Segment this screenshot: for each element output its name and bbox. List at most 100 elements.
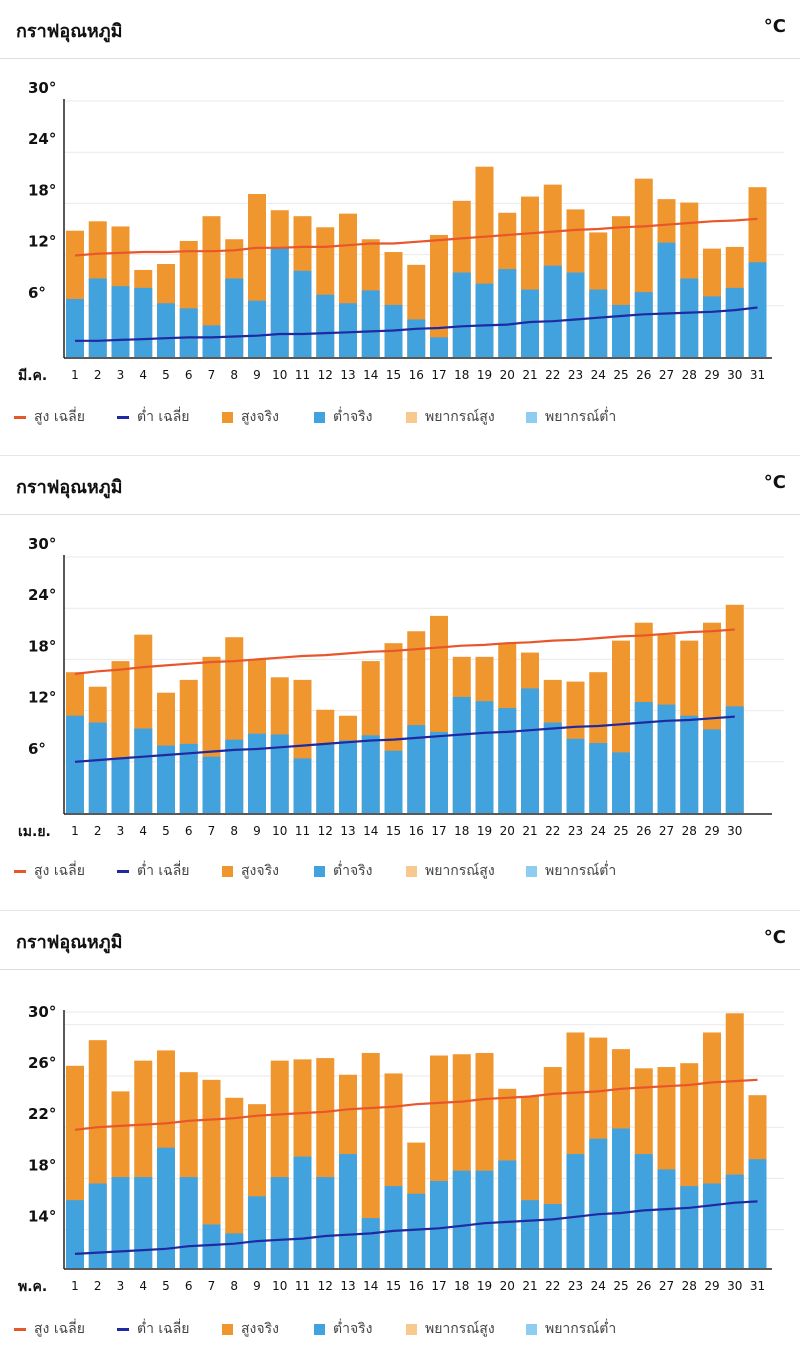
low-actual-bar [66, 715, 84, 813]
legend-high-forecast[interactable]: พยากรณ์สูง [406, 1318, 495, 1340]
x-tick-label: 30 [727, 1279, 742, 1293]
low-actual-bar [293, 270, 312, 357]
x-tick-label: 8 [230, 824, 238, 838]
x-tick-label: 23 [568, 368, 583, 382]
low-actual-bar [703, 729, 721, 813]
x-tick-label: 29 [704, 1279, 719, 1293]
panel-title: กราฟอุณหภูมิ [16, 21, 123, 42]
low-actual-bar [407, 1193, 426, 1268]
low-actual-bar [157, 745, 175, 813]
legend-label: ต่ำ เฉลี่ย [137, 409, 190, 425]
legend-label: ต่ำ เฉลี่ย [137, 863, 190, 879]
legend-low-forecast[interactable]: พยากรณ์ต่ำ [526, 406, 616, 428]
low-actual-bar [589, 1138, 608, 1268]
legend-low-actual[interactable]: ต่ำจริง [314, 860, 373, 882]
low-actual-bar [88, 722, 107, 813]
legend-high-forecast[interactable]: พยากรณ์สูง [406, 860, 495, 882]
legend-low-avg[interactable]: ต่ำ เฉลี่ย [117, 406, 190, 428]
low-actual-bar [134, 1177, 153, 1268]
low-actual-bar [521, 1200, 539, 1268]
y-tick-label: 22° [28, 1105, 56, 1123]
low-actual-bar [543, 722, 562, 813]
y-tick-label: 24° [28, 130, 56, 148]
low-actual-bar [134, 287, 153, 357]
low-actual-bar [521, 688, 539, 813]
legend-high-avg[interactable]: สูง เฉลี่ย [14, 860, 85, 882]
low-actual-bar [703, 1183, 721, 1268]
x-tick-label: 1 [71, 1279, 79, 1293]
legend-high-avg[interactable]: สูง เฉลี่ย [14, 1318, 85, 1340]
low-actual-bar [316, 1177, 335, 1268]
x-tick-label: 14 [363, 1279, 378, 1293]
low-actual-bar [430, 1180, 448, 1268]
low-actual-bar [430, 731, 448, 813]
panel-title: กราฟอุณหภูมิ [16, 477, 123, 498]
low-actual-bar [566, 272, 585, 357]
low-actual-bar [111, 286, 130, 357]
temperature-chart-march: 6°12°18°24°30°มี.ค. 1 2 3 4 5 6 7 8 9 10 11 12 13 14 15… [18, 79, 784, 384]
x-tick-label: 15 [386, 824, 401, 838]
x-tick-label: 10 [272, 824, 287, 838]
x-tick-label: 27 [659, 1279, 674, 1293]
low-actual-bar [680, 1186, 699, 1268]
y-tick-label: 30° [28, 535, 56, 553]
x-tick-label: 20 [500, 368, 515, 382]
y-tick-label: 6° [28, 284, 46, 302]
x-tick-label: 11 [295, 824, 310, 838]
x-tick-label: 15 [386, 1279, 401, 1293]
x-tick-label: 5 [162, 824, 170, 838]
x-tick-label: 26 [636, 824, 651, 838]
legend-high-forecast[interactable]: พยากรณ์สูง [406, 406, 495, 428]
low-actual-bar [270, 1177, 289, 1268]
low-actual-bar [566, 1154, 585, 1268]
low-actual-bar [452, 272, 471, 357]
y-tick-label: 26° [28, 1054, 56, 1072]
x-tick-label: 30 [727, 368, 742, 382]
low-average-line [74, 1200, 758, 1255]
legend-low-forecast[interactable]: พยากรณ์ต่ำ [526, 860, 616, 882]
low-actual-bar [748, 1159, 767, 1268]
x-tick-label: 15 [386, 368, 401, 382]
legend-low-forecast[interactable]: พยากรณ์ต่ำ [526, 1318, 616, 1340]
x-tick-label: 6 [185, 368, 193, 382]
high-average-line [74, 217, 758, 257]
low-actual-bar [179, 308, 198, 357]
y-tick-label: 12° [28, 233, 56, 251]
legend-label: สูง เฉลี่ย [34, 863, 85, 879]
low-actual-bar [88, 1183, 107, 1268]
unit-toggle[interactable]: °C [763, 16, 786, 37]
x-tick-label: 3 [117, 824, 125, 838]
low-actual-bar [316, 294, 335, 357]
unit-toggle[interactable]: °C [763, 927, 786, 948]
low-actual-bar [66, 298, 84, 357]
legend-label: สูง เฉลี่ย [34, 409, 85, 425]
legend-label: พยากรณ์ต่ำ [545, 409, 617, 425]
legend-low-avg[interactable]: ต่ำ เฉลี่ย [117, 1318, 190, 1340]
panel-header: กราฟอุณหภูมิ °C [0, 0, 800, 59]
low-actual-bar [657, 242, 676, 357]
high-actual-bar [225, 1097, 244, 1268]
month-label: เม.ย. [18, 824, 51, 840]
low-actual-bar [225, 278, 244, 357]
x-tick-label: 3 [117, 1279, 125, 1293]
panel-header: กราฟอุณหภูมิ °C [0, 911, 800, 970]
low-actual-bar [589, 289, 608, 357]
legend-high-avg[interactable]: สูง เฉลี่ย [14, 406, 85, 428]
unit-toggle[interactable]: °C [763, 472, 786, 493]
legend-low-actual[interactable]: ต่ำจริง [314, 406, 373, 428]
x-tick-label: 12 [318, 1279, 333, 1293]
y-tick-label: 14° [28, 1208, 56, 1226]
low-actual-bar [384, 750, 403, 813]
low-actual-bar [589, 743, 608, 813]
x-tick-label: 24 [591, 1279, 606, 1293]
panel-divider [0, 910, 800, 911]
legend-high-actual[interactable]: สูงจริง [222, 406, 279, 428]
low-actual-bar [202, 325, 221, 357]
legend-low-avg[interactable]: ต่ำ เฉลี่ย [117, 860, 190, 882]
low-actual-bar [293, 1156, 312, 1268]
legend-high-actual[interactable]: สูงจริง [222, 1318, 279, 1340]
x-tick-label: 16 [409, 1279, 424, 1293]
legend-high-actual[interactable]: สูงจริง [222, 860, 279, 882]
low-actual-bar [475, 283, 494, 357]
legend-low-actual[interactable]: ต่ำจริง [314, 1318, 373, 1340]
